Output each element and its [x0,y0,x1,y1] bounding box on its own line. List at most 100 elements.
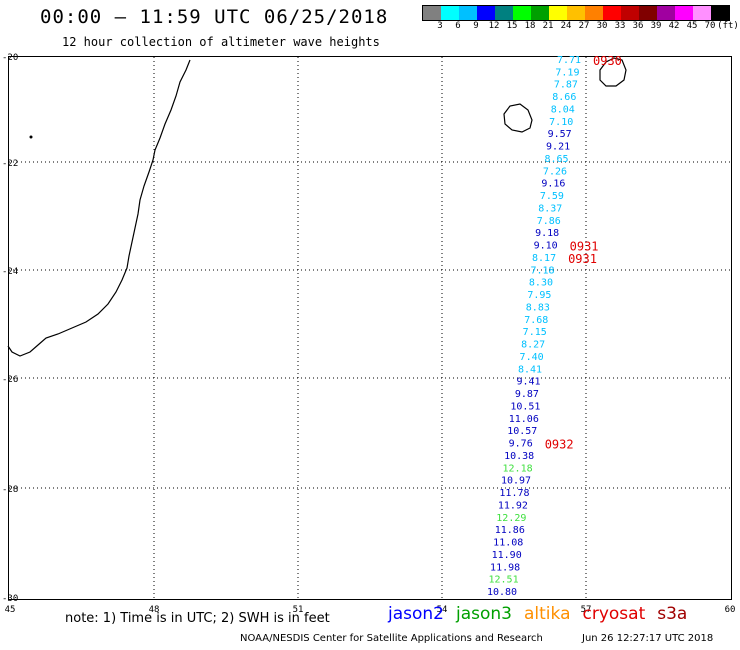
legend-swatch [531,6,549,20]
time-label: 0931 [570,240,599,254]
legend-swatch [621,6,639,20]
track-value-label: 7.68 [524,315,548,326]
legend-tick-label: 12 [488,21,500,31]
page-subtitle: 12 hour collection of altimeter wave hei… [62,35,380,49]
axis-labels: 45 48 51 54 57 60 -20 -22 -24 -26 -28 -30 [2,53,735,615]
legend-swatch [585,6,603,20]
legend-swatch [567,6,585,20]
track-value-label: 8.37 [538,203,562,214]
color-legend [422,5,730,21]
track-value-label: 8.65 [544,154,568,165]
page-title: 00:00 — 11:59 UTC 06/25/2018 [40,6,389,28]
mauritius-coastline [599,57,627,87]
lat-label: -28 [2,485,18,495]
lat-label: -30 [2,594,18,604]
track-value-label: 9.87 [515,389,539,400]
lat-label: -26 [2,375,18,385]
legend-swatch [639,6,657,20]
track-value-label: 11.98 [490,562,520,573]
track-value-label: 7.87 [554,80,578,91]
legend-swatch [477,6,495,20]
legend-tick-label: 33 [614,21,626,31]
track-value-label: 7.26 [543,166,567,177]
track-value-label: 8.41 [518,364,542,375]
generation-timestamp: Jun 26 12:27:17 UTC 2018 [582,633,714,644]
track-value-label: 8.17 [532,253,556,264]
footer-note: note: 1) Time is in UTC; 2) SWH is in fe… [65,611,330,626]
track-value-label: 9.18 [535,228,559,239]
madagascar-coastline [7,59,191,357]
track-value-label: 7.10 [549,117,573,128]
track-value-label: 9.10 [534,241,558,252]
lon-label: 54 [437,605,448,615]
lon-label: 57 [581,605,592,615]
track-value-label: 10.38 [504,451,534,462]
legend-tick-label: 24 [560,21,572,31]
track-value-label: 8.66 [552,92,576,103]
track-value-label: 8.27 [521,340,545,351]
lon-label: 48 [149,605,160,615]
track-value-label: 7.40 [520,352,544,363]
legend-tick-label: 18 [524,21,536,31]
time-label: 0930 [593,54,622,68]
track-value-label: 8.83 [526,302,550,313]
satellite-label-cryosat: cryosat [582,604,646,624]
legend-tick-label: 6 [455,21,461,31]
satellite-label-altika: altika [524,604,571,624]
lat-label: -22 [2,159,18,169]
track-value-label: 9.21 [546,142,570,153]
legend-tick-label: 30 [596,21,608,31]
map-frame [8,56,732,600]
track-value-label: 10.80 [487,587,517,598]
track-value-label: 9.57 [548,129,572,140]
track-value-label: 8.30 [529,278,553,289]
track-value-label: 9.41 [516,377,540,388]
color-legend-labels: 3 6 9 12 15 18 21 24 27 30 33 36 39 42 45 70 (ft) [422,21,740,33]
altimeter-track: 7.717.19 7.878.668.04 7.109.57 9.218.657.26… [487,55,581,598]
legend-swatch [603,6,621,20]
legend-swatch [423,6,441,20]
legend-tick-label: 39 [650,21,662,31]
coastlines [7,57,627,357]
track-value-label: 7.95 [527,290,551,301]
legend-swatch [675,6,693,20]
legend-tick-label: 21 [542,21,554,31]
legend-tick-label: 3 [437,21,443,31]
track-value-label: 10.97 [501,476,531,487]
lat-label: -24 [2,267,18,277]
legend-swatch [549,6,567,20]
legend-swatch [513,6,531,20]
satellite-legend: jason2 jason3 altika cryosat s3a [388,604,699,624]
time-label: 0932 [545,438,574,452]
track-value-label: 11.92 [498,500,528,511]
legend-tick-label: 70 [704,21,716,31]
track-value-label: 12.29 [496,513,526,524]
legend-tick-label: 42 [668,21,680,31]
track-value-label: 11.90 [492,550,522,561]
legend-swatch [657,6,675,20]
track-value-label: 10.51 [510,401,540,412]
track-value-label: 11.78 [499,488,529,499]
track-value-label: 7.19 [555,67,579,78]
reunion-coastline [503,103,533,133]
lat-label: -20 [2,53,18,63]
track-value-label: 10.57 [507,426,537,437]
legend-tick-label: 15 [506,21,518,31]
lon-label: 60 [725,605,736,615]
lon-label: 45 [5,605,16,615]
legend-swatch [693,6,711,20]
satellite-label-s3a: s3a [657,604,688,624]
track-value-label: 7.59 [540,191,564,202]
legend-tick-label: 9 [473,21,479,31]
credit-line: NOAA/NESDIS Center for Satellite Applica… [240,633,543,644]
track-value-label: 11.86 [495,525,525,536]
legend-unit-label: (ft) [717,21,739,31]
track-value-label: 12.51 [489,575,519,586]
legend-swatch [495,6,513,20]
track-value-label: 12.18 [503,463,533,474]
track-value-label: 7.15 [523,327,547,338]
lon-label: 51 [293,605,304,615]
